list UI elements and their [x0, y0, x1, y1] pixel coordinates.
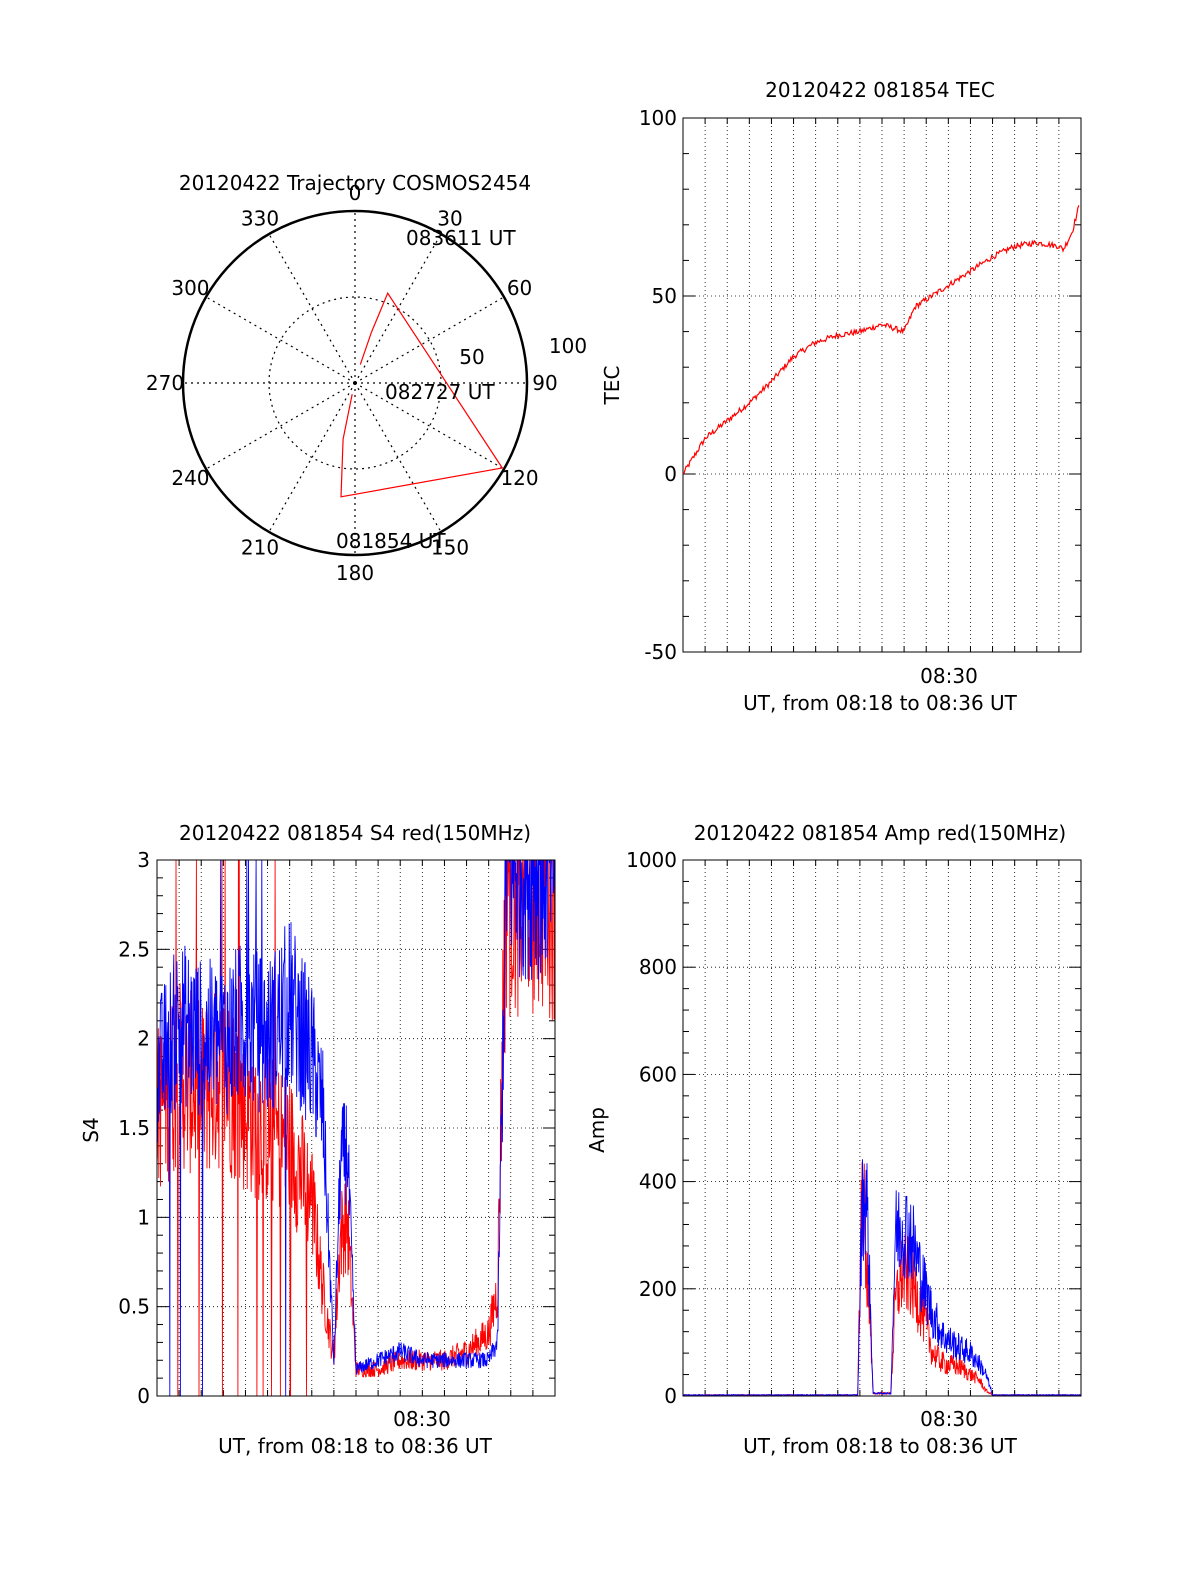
y-tick-label: 1000 [626, 848, 677, 872]
tec-grid [682, 117, 1082, 653]
y-tick-label: 1 [137, 1205, 150, 1229]
y-tick-label: 200 [639, 1277, 677, 1301]
y-tick-label: 0 [664, 1384, 677, 1408]
y-tick-label: 0.5 [118, 1295, 150, 1319]
amp-plot-frame [682, 859, 1082, 1397]
polar-azimuth-label: 240 [171, 466, 209, 490]
y-tick-label: 400 [639, 1170, 677, 1194]
tec-title: 20120422 081854 TEC [765, 78, 995, 102]
series-line [682, 1159, 1082, 1396]
amp-chart: 20120422 081854 Amp red(150MHz) 0 200 400 6… [585, 821, 1082, 1458]
tec-chart: 20120422 081854 TEC -50 0 50 100 08:30 UT, … [600, 78, 1082, 715]
y-tick-label: 0 [664, 462, 677, 486]
y-tick-label: 50 [652, 284, 677, 308]
polar-azimuth-label: 120 [500, 466, 538, 490]
amp-grid [682, 859, 1082, 1397]
polar-title: 20120422 Trajectory COSMOS2454 [179, 171, 531, 195]
polar-spoke [354, 382, 505, 470]
y-tick-label: 0 [137, 1384, 150, 1408]
polar-azimuth-label: 150 [431, 536, 469, 560]
amp-blue-series [682, 1159, 1082, 1396]
polar-azimuth-labels: 0 30 60 90 120 150 180 210 240 270 300 330 [146, 181, 558, 585]
s4-y-axis-label: S4 [79, 1117, 103, 1142]
s4-blue-series [156, 859, 556, 1397]
polar-radius-label-100: 100 [549, 334, 587, 358]
tec-y-axis-label: TEC [600, 366, 624, 406]
polar-azimuth-label: 210 [241, 536, 279, 560]
polar-spoke [354, 296, 505, 384]
polar-radius-label-50: 50 [459, 345, 484, 369]
y-tick-label: -50 [644, 640, 677, 664]
tec-series-line [682, 205, 1080, 475]
polar-spoke [268, 382, 356, 533]
polar-azimuth-label: 90 [532, 371, 557, 395]
s4-chart: 20120422 081854 S4 red(150MHz) 0 0.5 1 1.5 2… [79, 821, 556, 1458]
s4-y-tick-labels: 0 0.5 1 1.5 2 2.5 3 [118, 848, 150, 1408]
polar-annotation-mid: 082727 UT [385, 380, 495, 404]
y-tick-label: 1.5 [118, 1116, 150, 1140]
s4-grid [156, 859, 556, 1397]
amp-x-axis-label: UT, from 08:18 to 08:36 UT [743, 1434, 1018, 1458]
y-tick-label: 800 [639, 955, 677, 979]
y-tick-label: 100 [639, 106, 677, 130]
polar-azimuth-label: 330 [241, 206, 279, 230]
amp-y-tick-labels: 0 200 400 600 800 1000 [626, 848, 677, 1408]
amp-y-axis-label: Amp [585, 1107, 609, 1153]
y-tick-label: 600 [639, 1062, 677, 1086]
tec-x-tick-label: 08:30 [920, 664, 978, 688]
polar-azimuth-label: 270 [146, 371, 184, 395]
s4-x-axis-label: UT, from 08:18 to 08:36 UT [218, 1434, 493, 1458]
y-tick-label: 2.5 [118, 937, 150, 961]
polar-azimuth-label: 300 [171, 276, 209, 300]
y-tick-label: 2 [137, 1027, 150, 1051]
y-tick-label: 3 [137, 848, 150, 872]
polar-annotation-start: 081854 UT [336, 529, 446, 553]
polar-azimuth-label: 0 [349, 181, 362, 205]
amp-title: 20120422 081854 Amp red(150MHz) [694, 821, 1066, 845]
polar-spoke [205, 296, 356, 384]
series-line [156, 859, 556, 1397]
polar-spoke [354, 382, 442, 533]
polar-spoke [268, 233, 356, 384]
s4-plot-frame [156, 859, 556, 1397]
polar-spoke [205, 382, 356, 470]
polar-trajectory-line [340, 291, 504, 498]
polar-chart: 20120422 Trajectory COSMOS2454 0 30 60 90 12… [146, 171, 587, 585]
tec-y-tick-labels: -50 0 50 100 [639, 106, 677, 664]
s4-x-tick-label: 08:30 [393, 1407, 451, 1431]
tec-x-axis-label: UT, from 08:18 to 08:36 UT [743, 691, 1018, 715]
polar-azimuth-label: 30 [437, 206, 462, 230]
polar-annotation-end: 083611 UT [406, 226, 516, 250]
polar-outer-ring [181, 209, 529, 557]
polar-azimuth-label: 180 [336, 561, 374, 585]
s4-title: 20120422 081854 S4 red(150MHz) [179, 821, 531, 845]
polar-azimuth-label: 60 [507, 276, 532, 300]
amp-x-tick-label: 08:30 [920, 1407, 978, 1431]
tec-plot-frame [682, 117, 1082, 653]
